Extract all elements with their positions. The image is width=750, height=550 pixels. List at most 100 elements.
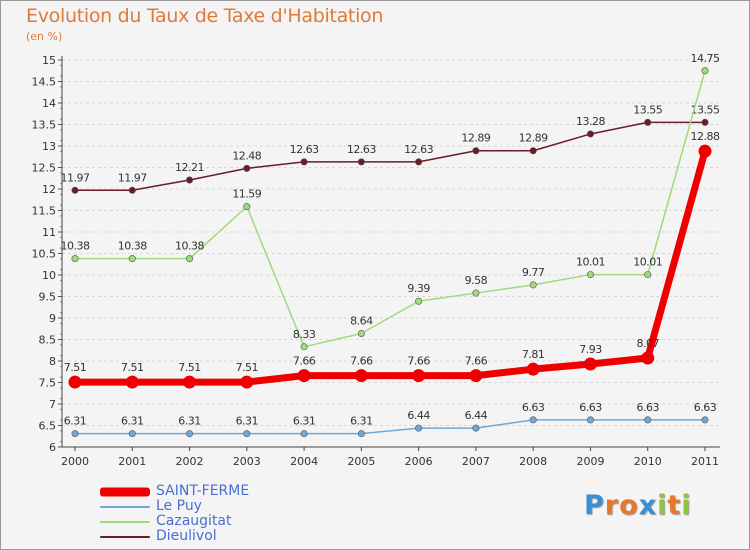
data-point-dieulivol [586, 130, 594, 138]
x-tick-label: 2003 [233, 455, 261, 468]
data-label-le-puy: 6.31 [293, 415, 316, 428]
data-point-le-puy [71, 430, 79, 438]
y-tick-label: 13.5 [32, 119, 57, 132]
data-point-le-puy [243, 430, 251, 438]
data-point-le-puy [357, 430, 365, 438]
y-tick-label: 9.5 [39, 291, 57, 304]
chart-title: Evolution du Taux de Taxe d'Habitation [26, 5, 384, 27]
logo-letter: r [604, 490, 620, 521]
data-point-saint-ferme [698, 144, 712, 158]
data-point-saint-ferme [297, 369, 311, 383]
data-point-le-puy [472, 424, 480, 432]
data-label-saint-ferme: 8.07 [636, 337, 659, 350]
y-tick-label: 12 [42, 183, 56, 196]
data-label-cazaugitat: 14.75 [691, 52, 720, 65]
data-label-dieulivol: 12.48 [232, 149, 261, 162]
data-label-saint-ferme: 7.51 [121, 361, 144, 374]
data-label-le-puy: 6.63 [636, 401, 659, 414]
data-point-dieulivol [415, 158, 423, 166]
y-tick-label: 13 [42, 140, 56, 153]
data-point-cazaugitat [472, 289, 480, 297]
data-label-dieulivol: 12.63 [404, 143, 433, 156]
data-label-dieulivol: 11.97 [61, 171, 90, 184]
y-tick-label: 11 [42, 226, 56, 239]
data-point-cazaugitat [586, 271, 594, 279]
data-point-cazaugitat [300, 343, 308, 351]
data-point-le-puy [644, 416, 652, 424]
data-point-le-puy [529, 416, 537, 424]
data-point-dieulivol [243, 164, 251, 172]
logo-letter: P [584, 490, 605, 521]
logo-letter: i [657, 490, 668, 521]
y-tick-label: 9 [49, 312, 56, 325]
legend-swatch [100, 505, 150, 508]
data-label-le-puy: 6.31 [178, 415, 201, 428]
logo-letter: t [667, 490, 682, 521]
data-point-saint-ferme [641, 351, 655, 365]
data-point-saint-ferme [354, 369, 368, 383]
x-tick-label: 2011 [691, 455, 719, 468]
data-label-cazaugitat: 10.01 [633, 256, 662, 269]
data-label-saint-ferme: 12.88 [691, 130, 720, 143]
data-label-dieulivol: 12.89 [461, 132, 490, 145]
data-point-saint-ferme [68, 375, 82, 389]
data-label-cazaugitat: 9.39 [407, 282, 430, 295]
data-label-le-puy: 6.31 [64, 415, 87, 428]
data-label-le-puy: 6.31 [236, 415, 259, 428]
series-line-saint-ferme [71, 147, 709, 386]
y-tick-label: 14 [42, 97, 56, 110]
data-point-cazaugitat [529, 281, 537, 289]
x-tick-label: 2000 [61, 455, 89, 468]
data-label-dieulivol: 12.63 [290, 143, 319, 156]
data-point-cazaugitat [243, 203, 251, 211]
data-label-saint-ferme: 7.81 [522, 348, 545, 361]
chart-subtitle: (en %) [26, 30, 63, 43]
legend-swatch [100, 520, 150, 523]
data-point-le-puy [300, 430, 308, 438]
x-tick-label: 2008 [519, 455, 547, 468]
series-line-cazaugitat [74, 70, 706, 348]
data-point-saint-ferme [125, 375, 139, 389]
y-tick-label: 7 [49, 398, 56, 411]
data-point-saint-ferme [469, 369, 483, 383]
x-tick-label: 2001 [118, 455, 146, 468]
data-label-dieulivol: 13.55 [691, 103, 720, 116]
data-label-le-puy: 6.63 [522, 401, 545, 414]
data-label-dieulivol: 13.55 [633, 103, 662, 116]
data-label-saint-ferme: 7.93 [579, 343, 602, 356]
data-label-saint-ferme: 7.66 [465, 355, 488, 368]
data-label-le-puy: 6.31 [121, 415, 144, 428]
x-tick-label: 2002 [176, 455, 204, 468]
legend-item-dieulivol: Dieulivol [100, 529, 249, 544]
data-label-cazaugitat: 10.01 [576, 256, 605, 269]
data-point-cazaugitat [644, 271, 652, 279]
data-point-cazaugitat [128, 255, 136, 263]
data-label-cazaugitat: 9.58 [465, 274, 488, 287]
data-point-le-puy [586, 416, 594, 424]
x-tick-label: 2006 [405, 455, 433, 468]
y-tick-label: 8.5 [39, 334, 57, 347]
x-tick-label: 2010 [634, 455, 662, 468]
legend-item-cazaugitat: Cazaugitat [100, 514, 249, 529]
chart-legend: SAINT-FERME Le Puy Cazaugitat Dieulivol [100, 484, 249, 544]
data-point-dieulivol [357, 158, 365, 166]
x-tick-label: 2004 [290, 455, 318, 468]
data-point-cazaugitat [415, 297, 423, 305]
y-tick-label: 12.5 [32, 162, 57, 175]
y-tick-label: 10 [42, 269, 56, 282]
legend-label: Cazaugitat [156, 513, 232, 529]
data-label-saint-ferme: 7.51 [64, 361, 87, 374]
y-tick-label: 7.5 [39, 377, 57, 390]
data-label-dieulivol: 12.89 [519, 132, 548, 145]
data-label-saint-ferme: 7.66 [407, 355, 430, 368]
data-label-le-puy: 6.44 [407, 409, 430, 422]
legend-swatch [100, 487, 150, 496]
data-label-cazaugitat: 8.33 [293, 328, 316, 341]
data-point-dieulivol [472, 147, 480, 155]
data-point-cazaugitat [357, 329, 365, 337]
data-label-cazaugitat: 10.38 [175, 240, 204, 253]
legend-label: Dieulivol [156, 528, 217, 544]
proxiti-logo: Proxiti [584, 490, 692, 521]
data-label-dieulivol: 12.63 [347, 143, 376, 156]
